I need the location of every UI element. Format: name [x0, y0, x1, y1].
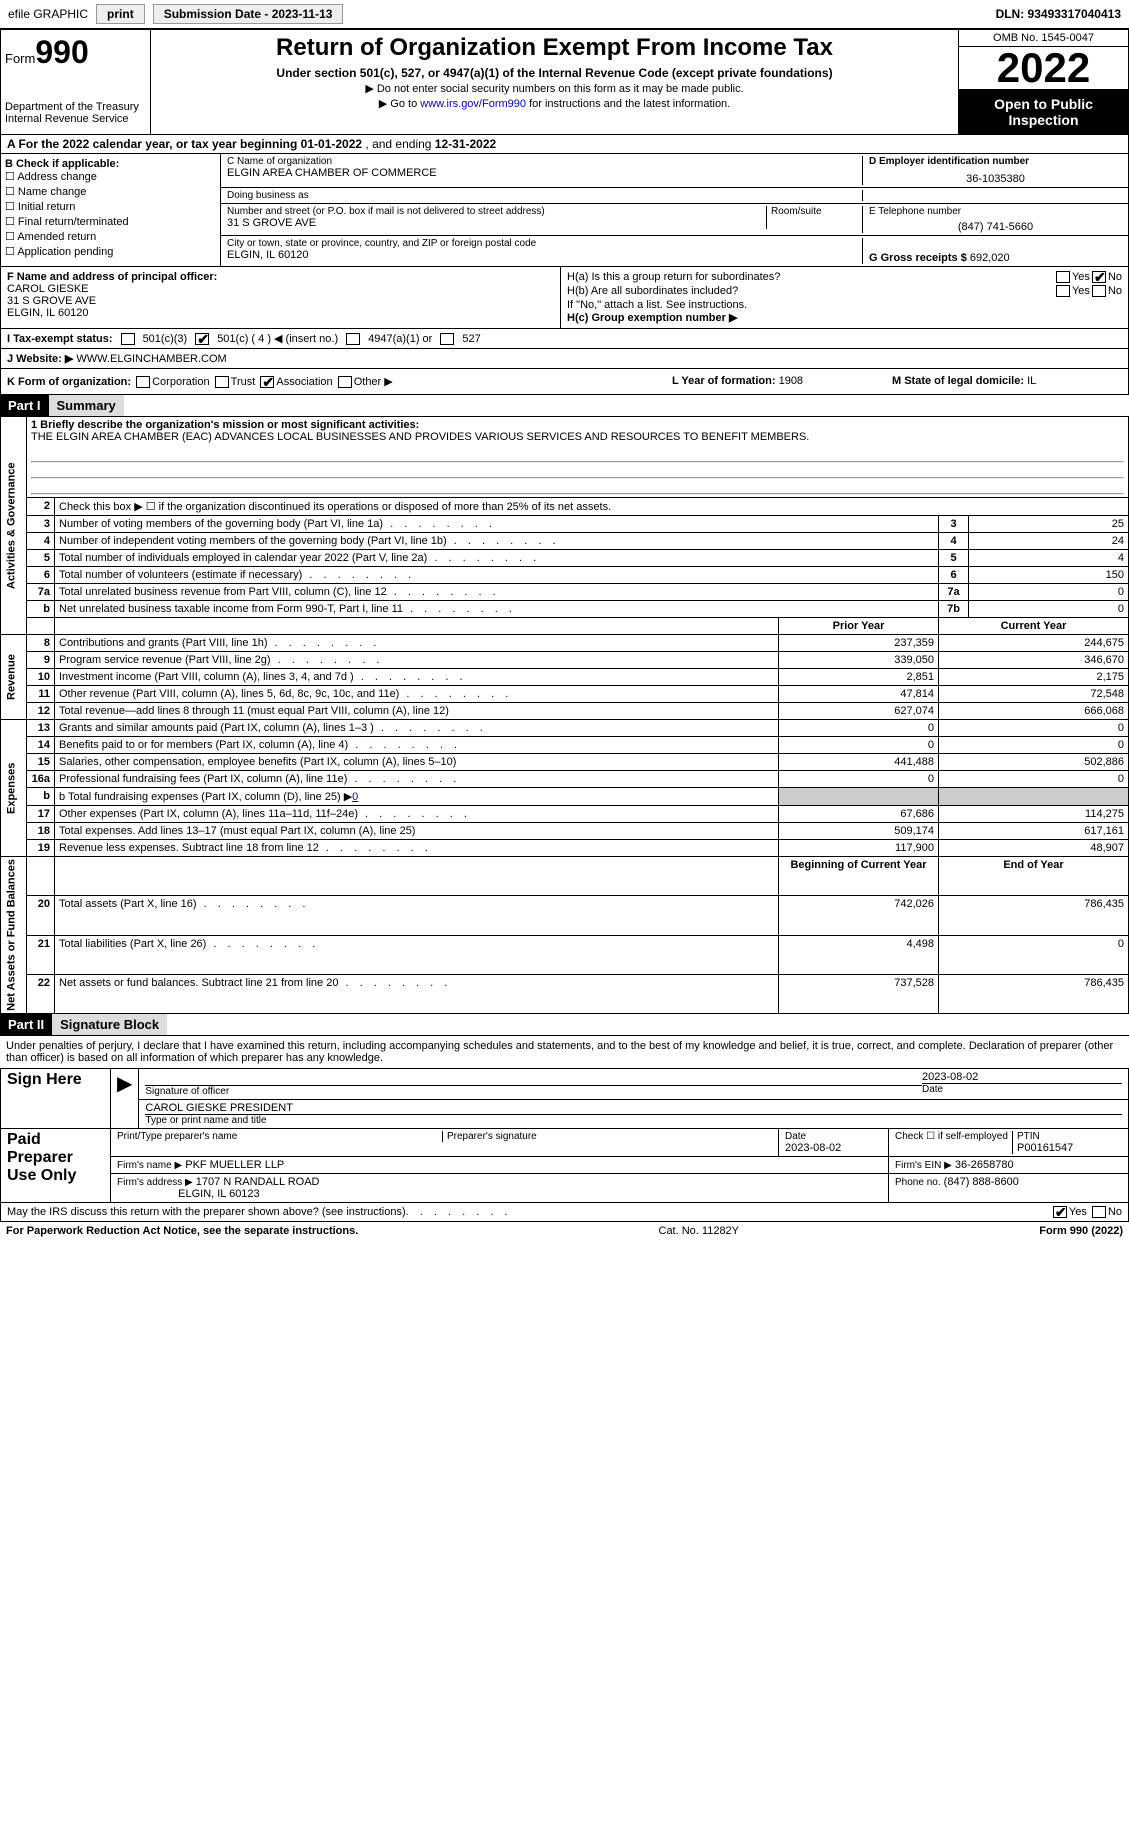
- city-label: City or town, state or province, country…: [227, 238, 856, 249]
- side-netassets: Net Assets or Fund Balances: [1, 857, 27, 1014]
- val-4: 24: [969, 533, 1129, 550]
- part1-title: Summary: [49, 395, 124, 416]
- discuss-no[interactable]: [1092, 1206, 1106, 1218]
- tax-year: 2022: [959, 47, 1128, 90]
- addr-label: Number and street (or P.O. box if mail i…: [227, 206, 766, 217]
- phone-value: (847) 741-5660: [869, 221, 1122, 233]
- hb-no[interactable]: [1092, 285, 1106, 297]
- gross-receipts-label: G Gross receipts $: [869, 252, 967, 264]
- cb-initial-return[interactable]: ☐ Initial return: [5, 200, 216, 213]
- perjury-declaration: Under penalties of perjury, I declare th…: [0, 1035, 1129, 1068]
- discuss-yes[interactable]: [1053, 1206, 1067, 1218]
- sign-here-label: Sign Here: [1, 1068, 111, 1128]
- firm-addr2: ELGIN, IL 60123: [178, 1188, 260, 1200]
- cb-amended-return[interactable]: ☐ Amended return: [5, 230, 216, 243]
- prep-phone: (847) 888-8600: [944, 1176, 1019, 1188]
- form-number: Form990: [5, 34, 146, 71]
- cb-final-return[interactable]: ☐ Final return/terminated: [5, 215, 216, 228]
- paid-preparer-label: Paid Preparer Use Only: [1, 1128, 111, 1202]
- gross-receipts-value: 692,020: [970, 252, 1010, 264]
- org-name: ELGIN AREA CHAMBER OF COMMERCE: [227, 167, 856, 179]
- box-b-label: B Check if applicable:: [5, 158, 216, 170]
- val-7b: 0: [969, 601, 1129, 618]
- side-revenue: Revenue: [1, 635, 27, 720]
- cb-corp[interactable]: [136, 376, 150, 388]
- row-k-label: K Form of organization:: [7, 376, 131, 388]
- hb-yes[interactable]: [1056, 285, 1070, 297]
- open-public-badge: Open to Public Inspection: [959, 90, 1128, 134]
- cb-501c3[interactable]: [121, 333, 135, 345]
- state-domicile: IL: [1027, 375, 1036, 387]
- l1-text: THE ELGIN AREA CHAMBER (EAC) ADVANCES LO…: [31, 431, 1124, 443]
- hc-label: H(c) Group exemption number ▶: [567, 311, 1122, 324]
- dba-label: Doing business as: [227, 190, 856, 201]
- addr-value: 31 S GROVE AVE: [227, 217, 766, 229]
- form-title: Return of Organization Exempt From Incom…: [155, 34, 954, 62]
- side-expenses: Expenses: [1, 720, 27, 857]
- ssn-note: ▶ Do not enter social security numbers o…: [155, 82, 954, 95]
- pra-notice: For Paperwork Reduction Act Notice, see …: [6, 1225, 358, 1237]
- submission-date-button[interactable]: Submission Date - 2023-11-13: [153, 4, 344, 24]
- cb-other[interactable]: [338, 376, 352, 388]
- ha-label: H(a) Is this a group return for subordin…: [567, 271, 1054, 283]
- room-label: Room/suite: [766, 206, 856, 229]
- hb-label: H(b) Are all subordinates included?: [567, 285, 1054, 297]
- print-button[interactable]: print: [96, 4, 145, 24]
- goto-note: ▶ Go to www.irs.gov/Form990 for instruct…: [155, 97, 954, 110]
- cb-4947[interactable]: [346, 333, 360, 345]
- efile-label: efile GRAPHIC: [8, 7, 88, 21]
- cb-527[interactable]: [440, 333, 454, 345]
- dept-treasury: Department of the Treasury: [5, 101, 146, 113]
- officer-typed-name: CAROL GIESKE PRESIDENT: [145, 1102, 1122, 1114]
- cb-address-change[interactable]: ☐ Address change: [5, 170, 216, 183]
- prior-year-hdr: Prior Year: [779, 618, 939, 635]
- ein-value: 36-1035380: [869, 173, 1122, 185]
- phone-label: E Telephone number: [869, 206, 1122, 217]
- cb-trust[interactable]: [215, 376, 229, 388]
- ha-no[interactable]: [1092, 271, 1106, 283]
- name-label: C Name of organization: [227, 156, 856, 167]
- side-activities: Activities & Governance: [1, 417, 27, 635]
- cb-501c[interactable]: [195, 333, 209, 345]
- part1-header: Part I: [0, 395, 49, 416]
- year-formation: 1908: [779, 375, 803, 387]
- line-a: A For the 2022 calendar year, or tax yea…: [0, 135, 1129, 154]
- part2-header: Part II: [0, 1014, 52, 1035]
- hb-note: If "No," attach a list. See instructions…: [567, 299, 1122, 311]
- firm-addr1: 1707 N RANDALL ROAD: [196, 1176, 320, 1188]
- website-label: J Website: ▶: [7, 353, 73, 365]
- sig-date: 2023-08-02: [922, 1071, 1122, 1083]
- val-6: 150: [969, 567, 1129, 584]
- cat-no: Cat. No. 11282Y: [659, 1225, 740, 1237]
- val-7a: 0: [969, 584, 1129, 601]
- ha-yes[interactable]: [1056, 271, 1070, 283]
- firm-name: PKF MUELLER LLP: [185, 1159, 284, 1171]
- officer-addr1: 31 S GROVE AVE: [7, 295, 554, 307]
- l1-label: 1 Briefly describe the organization's mi…: [31, 419, 1124, 431]
- officer-addr2: ELGIN, IL 60120: [7, 307, 554, 319]
- firm-ein: 36-2658780: [955, 1159, 1014, 1171]
- l2-text: Check this box ▶ ☐ if the organization d…: [55, 498, 1129, 516]
- part2-title: Signature Block: [52, 1014, 167, 1035]
- l16b-val: 0: [352, 791, 358, 803]
- city-value: ELGIN, IL 60120: [227, 249, 856, 261]
- dln-label: DLN: 93493317040413: [996, 7, 1121, 21]
- row-i-label: I Tax-exempt status:: [7, 333, 113, 345]
- form-subtitle: Under section 501(c), 527, or 4947(a)(1)…: [155, 66, 954, 80]
- current-year-hdr: Current Year: [939, 618, 1129, 635]
- val-5: 4: [969, 550, 1129, 567]
- officer-label: F Name and address of principal officer:: [7, 271, 554, 283]
- irs-label: Internal Revenue Service: [5, 113, 146, 125]
- cb-name-change[interactable]: ☐ Name change: [5, 185, 216, 198]
- irs-link[interactable]: www.irs.gov/Form990: [420, 98, 526, 110]
- cb-application-pending[interactable]: ☐ Application pending: [5, 245, 216, 258]
- discuss-label: May the IRS discuss this return with the…: [7, 1206, 406, 1218]
- form-footer: Form 990 (2022): [1039, 1225, 1123, 1237]
- website-value: WWW.ELGINCHAMBER.COM: [76, 353, 226, 365]
- officer-name: CAROL GIESKE: [7, 283, 554, 295]
- val-3: 25: [969, 516, 1129, 533]
- ein-label: D Employer identification number: [869, 156, 1122, 167]
- cb-assoc[interactable]: [260, 376, 274, 388]
- ptin-value: P00161547: [1017, 1142, 1122, 1154]
